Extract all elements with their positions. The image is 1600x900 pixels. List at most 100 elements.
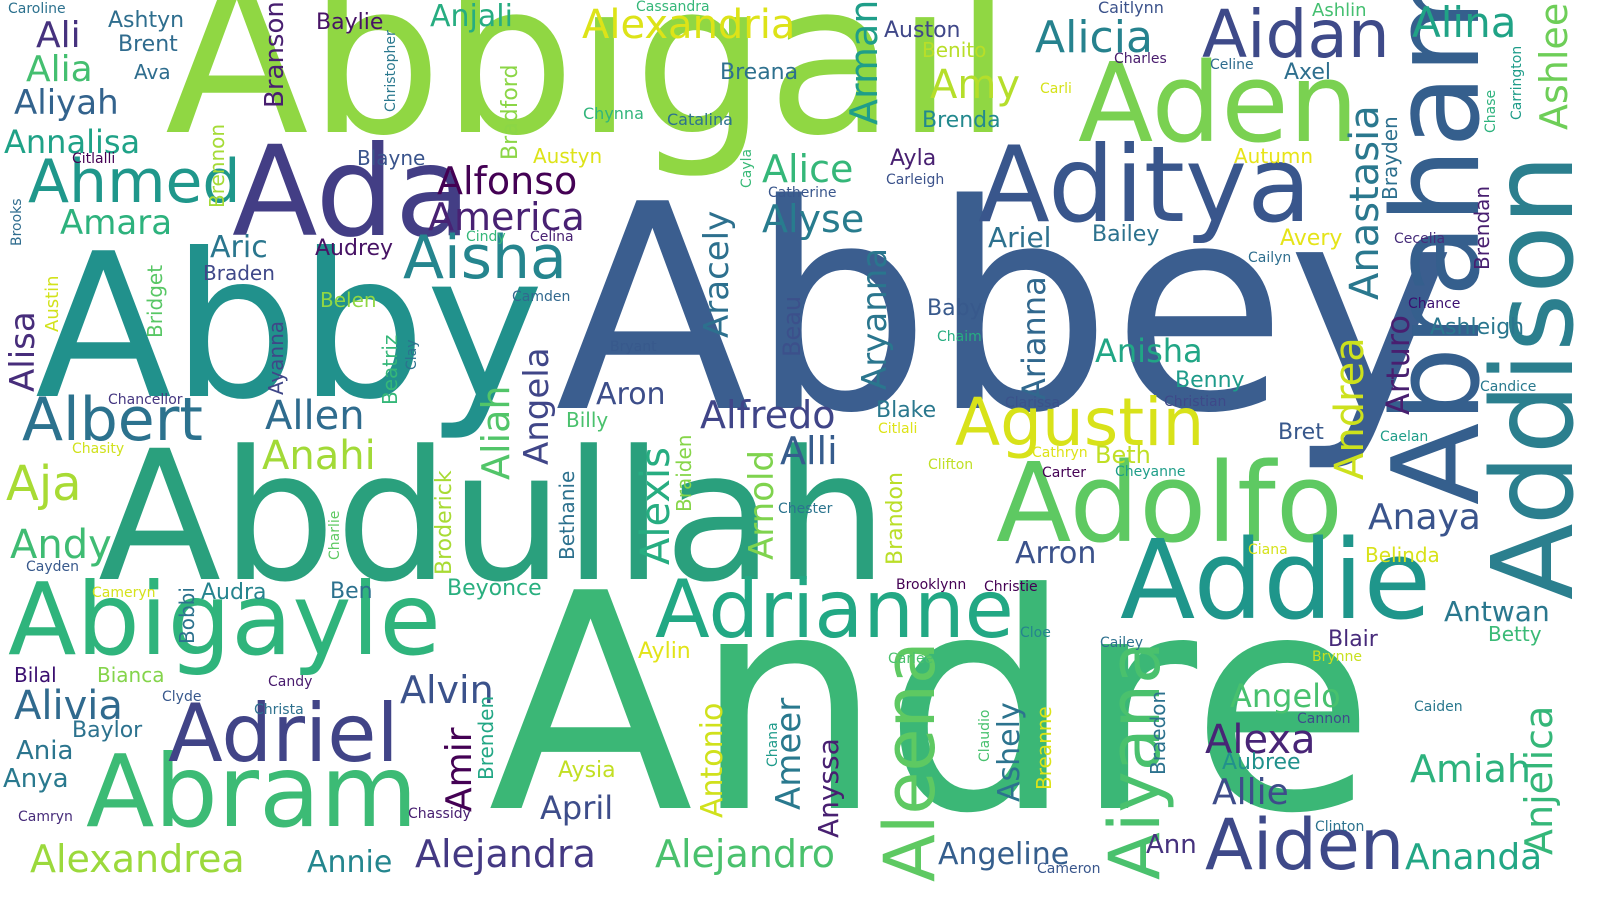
word: Brynne <box>1312 649 1363 665</box>
word: Amiah <box>1410 747 1531 791</box>
word: Caitlynn <box>1098 0 1164 17</box>
word: Andrea <box>1327 337 1373 480</box>
word: Breanne <box>1032 706 1056 790</box>
word: Alejandro <box>655 832 836 876</box>
word: Aliyah <box>14 83 119 123</box>
word: Aliah <box>474 385 518 480</box>
word: Alfonso <box>437 159 578 203</box>
word: Aden <box>1078 39 1359 167</box>
word: Anyssa <box>812 738 845 838</box>
word: Brayden <box>1378 116 1402 200</box>
word: Cailey <box>1100 635 1144 651</box>
word: Aron <box>596 377 666 412</box>
word: Carleigh <box>886 172 945 188</box>
word: Audra <box>201 580 267 605</box>
word: Alli <box>780 429 838 473</box>
word: Ayanna <box>264 320 288 395</box>
word: Adrianne <box>655 563 1014 656</box>
word: Branson <box>260 1 290 108</box>
word: Alisa <box>3 311 43 392</box>
word: Aryanna <box>855 247 895 390</box>
word: Ashely <box>992 702 1027 802</box>
word: Armani <box>842 0 886 125</box>
word: Ashtyn <box>108 8 185 33</box>
word: Caiden <box>1414 699 1463 715</box>
word: Beau <box>778 295 806 357</box>
word: Autumn <box>1234 144 1314 168</box>
word: Ariel <box>988 221 1052 254</box>
word: Cailyn <box>1248 250 1292 266</box>
word: Clarissa <box>1005 395 1061 411</box>
word: Candy <box>268 674 313 690</box>
word: Aidan <box>1202 0 1390 73</box>
word: Brennon <box>205 123 229 208</box>
word: Arturo <box>1379 315 1417 415</box>
word: Charlie <box>327 510 343 560</box>
word: Annie <box>307 845 393 880</box>
word: Chancellor <box>108 392 183 408</box>
word: Adriel <box>168 687 399 780</box>
word: Antwan <box>1444 595 1550 628</box>
word: Carrington <box>1509 45 1525 120</box>
word: Citlalli <box>72 151 116 167</box>
word: Aditya <box>978 124 1312 246</box>
word: Cassandra <box>636 0 710 15</box>
word: Cheyanne <box>1115 464 1186 480</box>
word: Blayne <box>357 146 426 170</box>
word: Anjali <box>430 0 513 34</box>
word: Ava <box>134 60 171 84</box>
word: Cayden <box>26 559 80 575</box>
word: Aleena <box>869 641 951 882</box>
word: Cecelia <box>1394 231 1446 247</box>
word: Braiden <box>672 434 696 512</box>
word: Addie <box>1120 516 1432 644</box>
word: Christopher <box>383 30 399 112</box>
word: Ayla <box>890 146 937 171</box>
word: Alina <box>1412 0 1517 47</box>
word: Chassidy <box>408 806 471 822</box>
word: Braden <box>203 261 275 285</box>
word: Austin <box>42 275 63 332</box>
word: Bethanie <box>555 470 579 560</box>
word: Bridget <box>143 264 167 338</box>
word: Abbigail <box>165 0 1013 182</box>
word: Angeline <box>938 837 1070 872</box>
word: Abby <box>35 211 545 444</box>
word: Belinda <box>1365 543 1440 567</box>
word: Ciana <box>1248 542 1288 558</box>
word: Caroline <box>8 1 66 17</box>
word: Bobbi <box>175 587 199 644</box>
word: Christian <box>1164 394 1227 410</box>
word: Alivia <box>14 683 123 729</box>
word: Angela <box>517 347 557 465</box>
word: Bailey <box>1092 222 1160 247</box>
word: Benito <box>922 38 987 62</box>
word: Catalina <box>667 110 733 129</box>
word: Chaim <box>937 329 982 345</box>
word: Ashlin <box>1312 0 1367 21</box>
word: Celine <box>1210 57 1254 73</box>
word: Arnold <box>742 449 782 560</box>
word: Betty <box>1488 622 1542 646</box>
word: Clifton <box>928 457 974 473</box>
word: Austyn <box>533 144 603 168</box>
word: America <box>428 195 585 239</box>
word: Chana <box>765 722 781 767</box>
word: Carter <box>1042 465 1086 481</box>
word: Ada <box>232 120 472 265</box>
word: Avery <box>1280 226 1343 251</box>
word: Cayla <box>739 148 755 188</box>
word: Brent <box>118 32 178 57</box>
word: Abbey <box>555 144 1456 476</box>
word: Ahmed <box>28 147 241 217</box>
word: Ania <box>16 736 74 766</box>
word: Clyde <box>162 689 202 705</box>
word: Carlee <box>888 651 934 667</box>
word: Clay <box>404 339 420 370</box>
word: Ben <box>330 579 373 604</box>
word: Chasity <box>72 441 125 457</box>
word: Axel <box>1284 60 1332 85</box>
word: Aracely <box>697 210 737 338</box>
word: Bryant <box>610 339 657 355</box>
